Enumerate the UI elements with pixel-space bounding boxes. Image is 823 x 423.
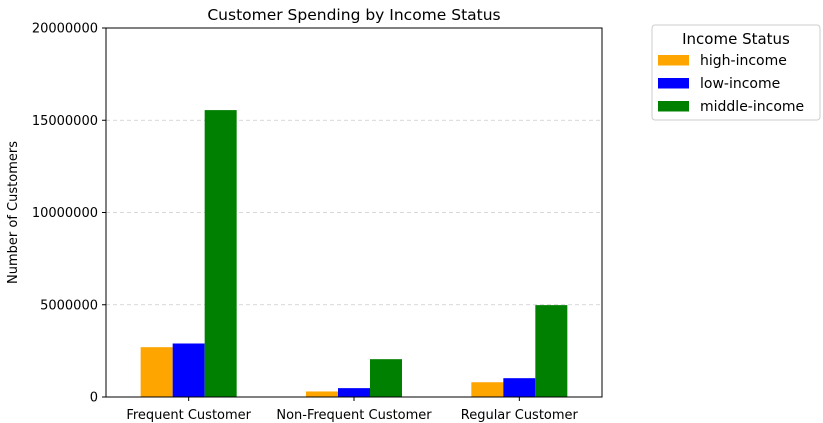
bar-low-income-2	[503, 378, 536, 397]
y-tick-label: 15000000	[32, 114, 98, 129]
y-tick-label: 10000000	[32, 206, 98, 221]
x-tick-label: Non-Frequent Customer	[276, 408, 432, 423]
bar-high-income-1	[306, 391, 338, 397]
legend-swatch-middle-income	[658, 101, 689, 112]
legend-title: Income Status	[682, 30, 790, 48]
bar-high-income-0	[140, 347, 173, 397]
bar-low-income-0	[172, 343, 205, 397]
x-tick-label: Frequent Customer	[126, 408, 251, 423]
bar-low-income-1	[338, 388, 370, 397]
bars-group	[140, 110, 568, 397]
y-tick-label: 5000000	[40, 298, 98, 313]
legend-box	[651, 24, 821, 121]
y-tick-label: 20000000	[32, 22, 98, 37]
legend-label-low-income: low-income	[700, 76, 780, 92]
grid-lines	[106, 119, 602, 306]
legend: Income Status high-income low-income middl…	[651, 24, 821, 121]
legend-swatch-high-income	[658, 55, 689, 66]
chart-title: Customer Spending by Income Status	[207, 6, 500, 24]
bar-middle-income-1	[370, 359, 402, 397]
bar-high-income-2	[471, 382, 504, 397]
legend-items: high-income low-income middle-income	[658, 53, 804, 115]
x-tick-label: Regular Customer	[461, 408, 579, 423]
legend-label-middle-income: middle-income	[700, 99, 804, 115]
legend-swatch-low-income	[658, 78, 689, 89]
y-axis-ticks: 0 5000000 10000000 15000000 20000000	[32, 22, 106, 406]
y-axis-label: Number of Customers	[6, 141, 21, 284]
bar-middle-income-0	[204, 110, 237, 397]
x-axis-ticks: Frequent Customer Non-Frequent Customer Re…	[126, 397, 579, 423]
legend-label-high-income: high-income	[700, 53, 787, 69]
bar-middle-income-2	[535, 305, 568, 397]
y-tick-label: 0	[90, 391, 98, 406]
